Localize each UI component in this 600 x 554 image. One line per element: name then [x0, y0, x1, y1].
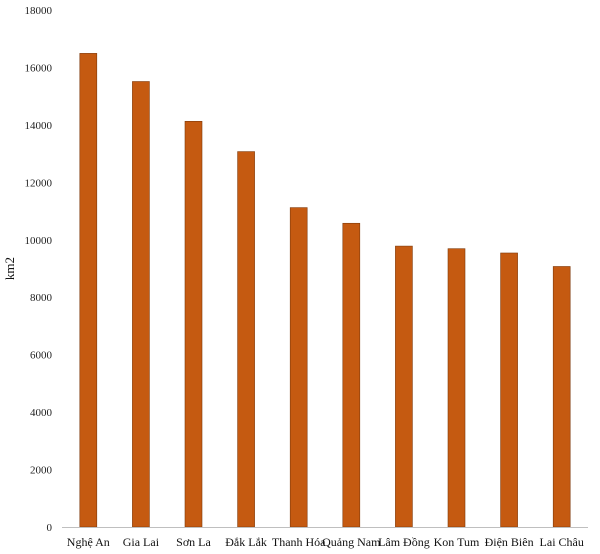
y-tick-label: 16000 — [25, 62, 53, 74]
bar — [79, 53, 98, 528]
y-axis-title: km2 — [2, 257, 17, 280]
x-axis-labels: Nghệ An Gia Lai Sơn La Đắk Lắk Thanh HóaQuản… — [67, 535, 584, 549]
y-tick-label: 4000 — [30, 407, 53, 419]
x-tick-label: Đắk Lắk — [225, 535, 267, 549]
x-tick-label: Thanh Hóa — [272, 535, 326, 549]
bar — [447, 248, 466, 528]
bar — [500, 252, 518, 528]
x-tick-label: Điện Biên — [485, 535, 534, 549]
y-tick-label: 0 — [47, 522, 53, 534]
x-tick-label: Kon Tum — [434, 535, 480, 549]
y-tick-label: 18000 — [25, 5, 53, 17]
bar — [132, 81, 150, 528]
x-tick-label: Lai Châu — [540, 535, 584, 549]
bar — [289, 207, 308, 528]
bar — [395, 245, 413, 528]
bars — [79, 53, 571, 528]
y-tick-label: 12000 — [25, 177, 53, 189]
y-tick-label: 14000 — [25, 120, 53, 132]
x-tick-label: Nghệ An — [67, 535, 110, 549]
bar — [237, 151, 255, 528]
bar — [552, 266, 571, 528]
y-tick-label: 10000 — [25, 235, 53, 247]
y-tick-label: 2000 — [30, 465, 53, 477]
y-tick-label: 8000 — [30, 292, 53, 304]
bar — [184, 120, 203, 528]
x-tick-label: Gia Lai — [123, 535, 160, 549]
bar — [342, 222, 361, 528]
x-tick-label: Lâm Đồng — [378, 535, 430, 549]
y-tick-label: 6000 — [30, 350, 53, 362]
y-axis-ticks: 0 2000 4000 6000 8000 10000 12000 14000 16000 180… — [25, 5, 53, 534]
x-tick-label: Sơn La — [176, 535, 211, 549]
x-tick-label: Quảng Nam — [322, 535, 381, 549]
